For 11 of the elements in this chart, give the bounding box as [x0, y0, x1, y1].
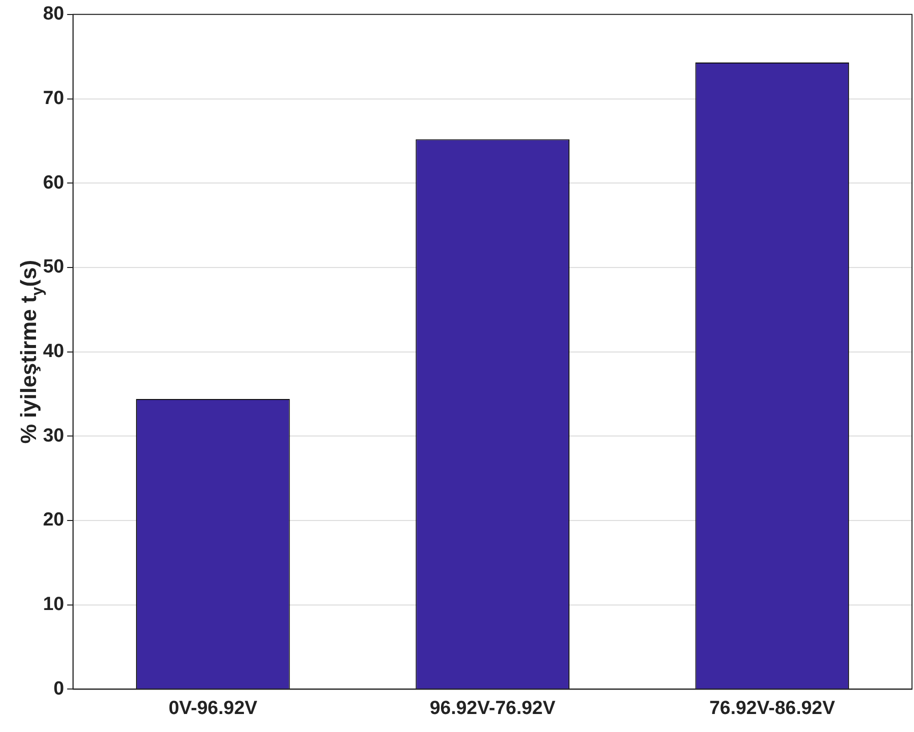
y-tick-label: 60 [42, 172, 64, 194]
y-tick-label: 70 [42, 88, 64, 109]
y-tick-label: 50 [42, 256, 64, 278]
y-tick-label: 20 [42, 510, 64, 531]
y-tick-label: 40 [42, 341, 64, 362]
y-tick-label: 0 [54, 678, 64, 700]
x-tick-label: 76.92V-86.92V [709, 698, 836, 719]
x-tick-label: 0V-96.92V [168, 698, 258, 719]
x-tick-label: 96.92V-76.92V [430, 698, 556, 719]
y-tick-label: 80 [42, 4, 64, 25]
y-tick-label: 10 [42, 594, 64, 616]
